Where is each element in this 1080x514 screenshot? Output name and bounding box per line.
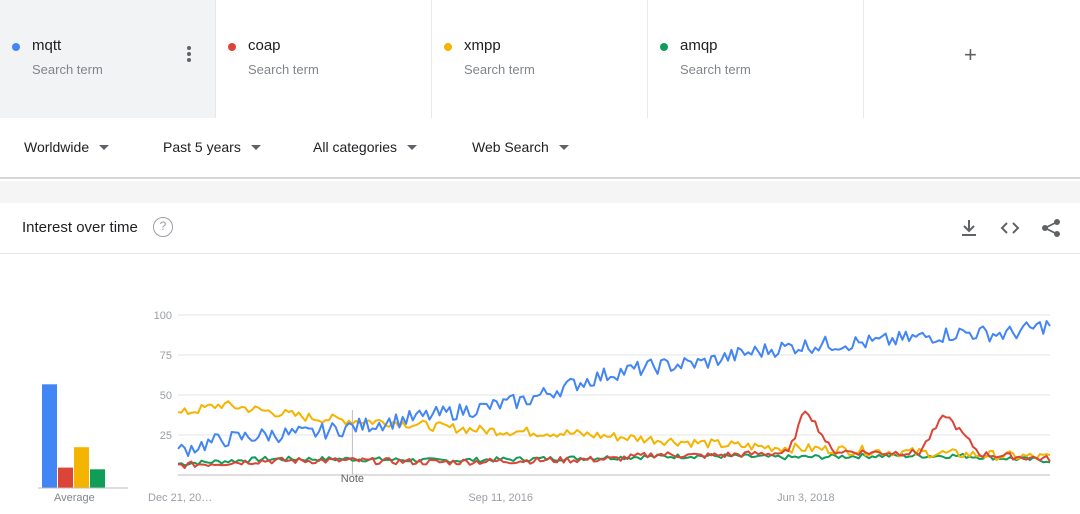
y-tick-label: 50 <box>160 390 172 402</box>
term-subtitle: Search term <box>32 62 103 77</box>
term-name: xmpp <box>464 37 501 54</box>
time-range-dropdown[interactable]: Past 5 years <box>163 139 261 155</box>
series-color-dot <box>444 43 452 51</box>
add-term-card[interactable]: + <box>864 0 1080 118</box>
x-tick-label: Sep 11, 2016 <box>468 492 533 504</box>
interest-over-time-header: Interest over time ? <box>0 203 1080 254</box>
average-bar-coap <box>58 467 73 488</box>
term-name: coap <box>248 37 281 54</box>
category-dropdown[interactable]: All categories <box>313 139 418 155</box>
term-name: mqtt <box>32 37 62 54</box>
average-label: Average <box>54 492 95 504</box>
section-spacer <box>0 181 1080 203</box>
term-subtitle: Search term <box>248 62 319 77</box>
chevron-down-icon <box>99 144 110 150</box>
series-color-dot <box>12 43 20 51</box>
y-tick-label: 25 <box>160 430 172 442</box>
download-icon[interactable] <box>958 217 980 239</box>
average-bar-amqp <box>90 469 105 488</box>
term-subtitle: Search term <box>464 62 535 77</box>
average-bar-xmpp <box>74 447 89 488</box>
series-line-coap[interactable] <box>177 410 1051 469</box>
card-title: Interest over time <box>22 219 138 236</box>
chevron-down-icon <box>250 144 261 150</box>
more-vert-icon[interactable] <box>183 46 195 66</box>
term-card-mqtt[interactable]: mqtt Search term <box>0 0 216 118</box>
term-card-xmpp[interactable]: xmpp Search term <box>432 0 648 118</box>
share-icon[interactable] <box>1040 217 1062 239</box>
series-line-mqtt[interactable] <box>177 320 1051 457</box>
series-line-amqp[interactable] <box>177 452 1051 467</box>
term-name: amqp <box>680 37 718 54</box>
search-terms-bar: mqtt Search term coap Search term xmpp S… <box>0 0 1080 118</box>
term-subtitle: Search term <box>680 62 751 77</box>
region-label: Worldwide <box>24 139 90 155</box>
search-type-label: Web Search <box>472 139 549 155</box>
time-range-label: Past 5 years <box>163 139 241 155</box>
y-tick-label: 100 <box>154 310 172 322</box>
help-icon[interactable]: ? <box>153 217 173 237</box>
embed-icon[interactable] <box>999 217 1021 239</box>
note-label[interactable]: Note <box>341 473 364 485</box>
region-dropdown[interactable]: Worldwide <box>24 139 110 155</box>
category-label: All categories <box>313 139 398 155</box>
average-bar-chart <box>38 384 128 489</box>
x-tick-label: Jun 3, 2018 <box>777 492 835 504</box>
interest-line-chart: 25 50 75 100 Dec 21, 20… Sep 11, 2016 Jun 3, 2… <box>148 310 1051 504</box>
series-line-xmpp[interactable] <box>177 400 1051 462</box>
y-tick-label: 75 <box>160 350 172 362</box>
chevron-down-icon <box>558 144 569 150</box>
chevron-down-icon <box>407 144 418 150</box>
filter-bar: Worldwide Past 5 years All categories We… <box>0 118 1080 179</box>
series-color-dot <box>228 43 236 51</box>
term-card-coap[interactable]: coap Search term <box>216 0 432 118</box>
add-icon[interactable]: + <box>964 42 977 67</box>
series-color-dot <box>660 43 668 51</box>
average-bar-mqtt <box>42 384 57 488</box>
term-card-amqp[interactable]: amqp Search term <box>648 0 864 118</box>
search-type-dropdown[interactable]: Web Search <box>472 139 569 155</box>
x-tick-label: Dec 21, 20… <box>148 492 212 504</box>
